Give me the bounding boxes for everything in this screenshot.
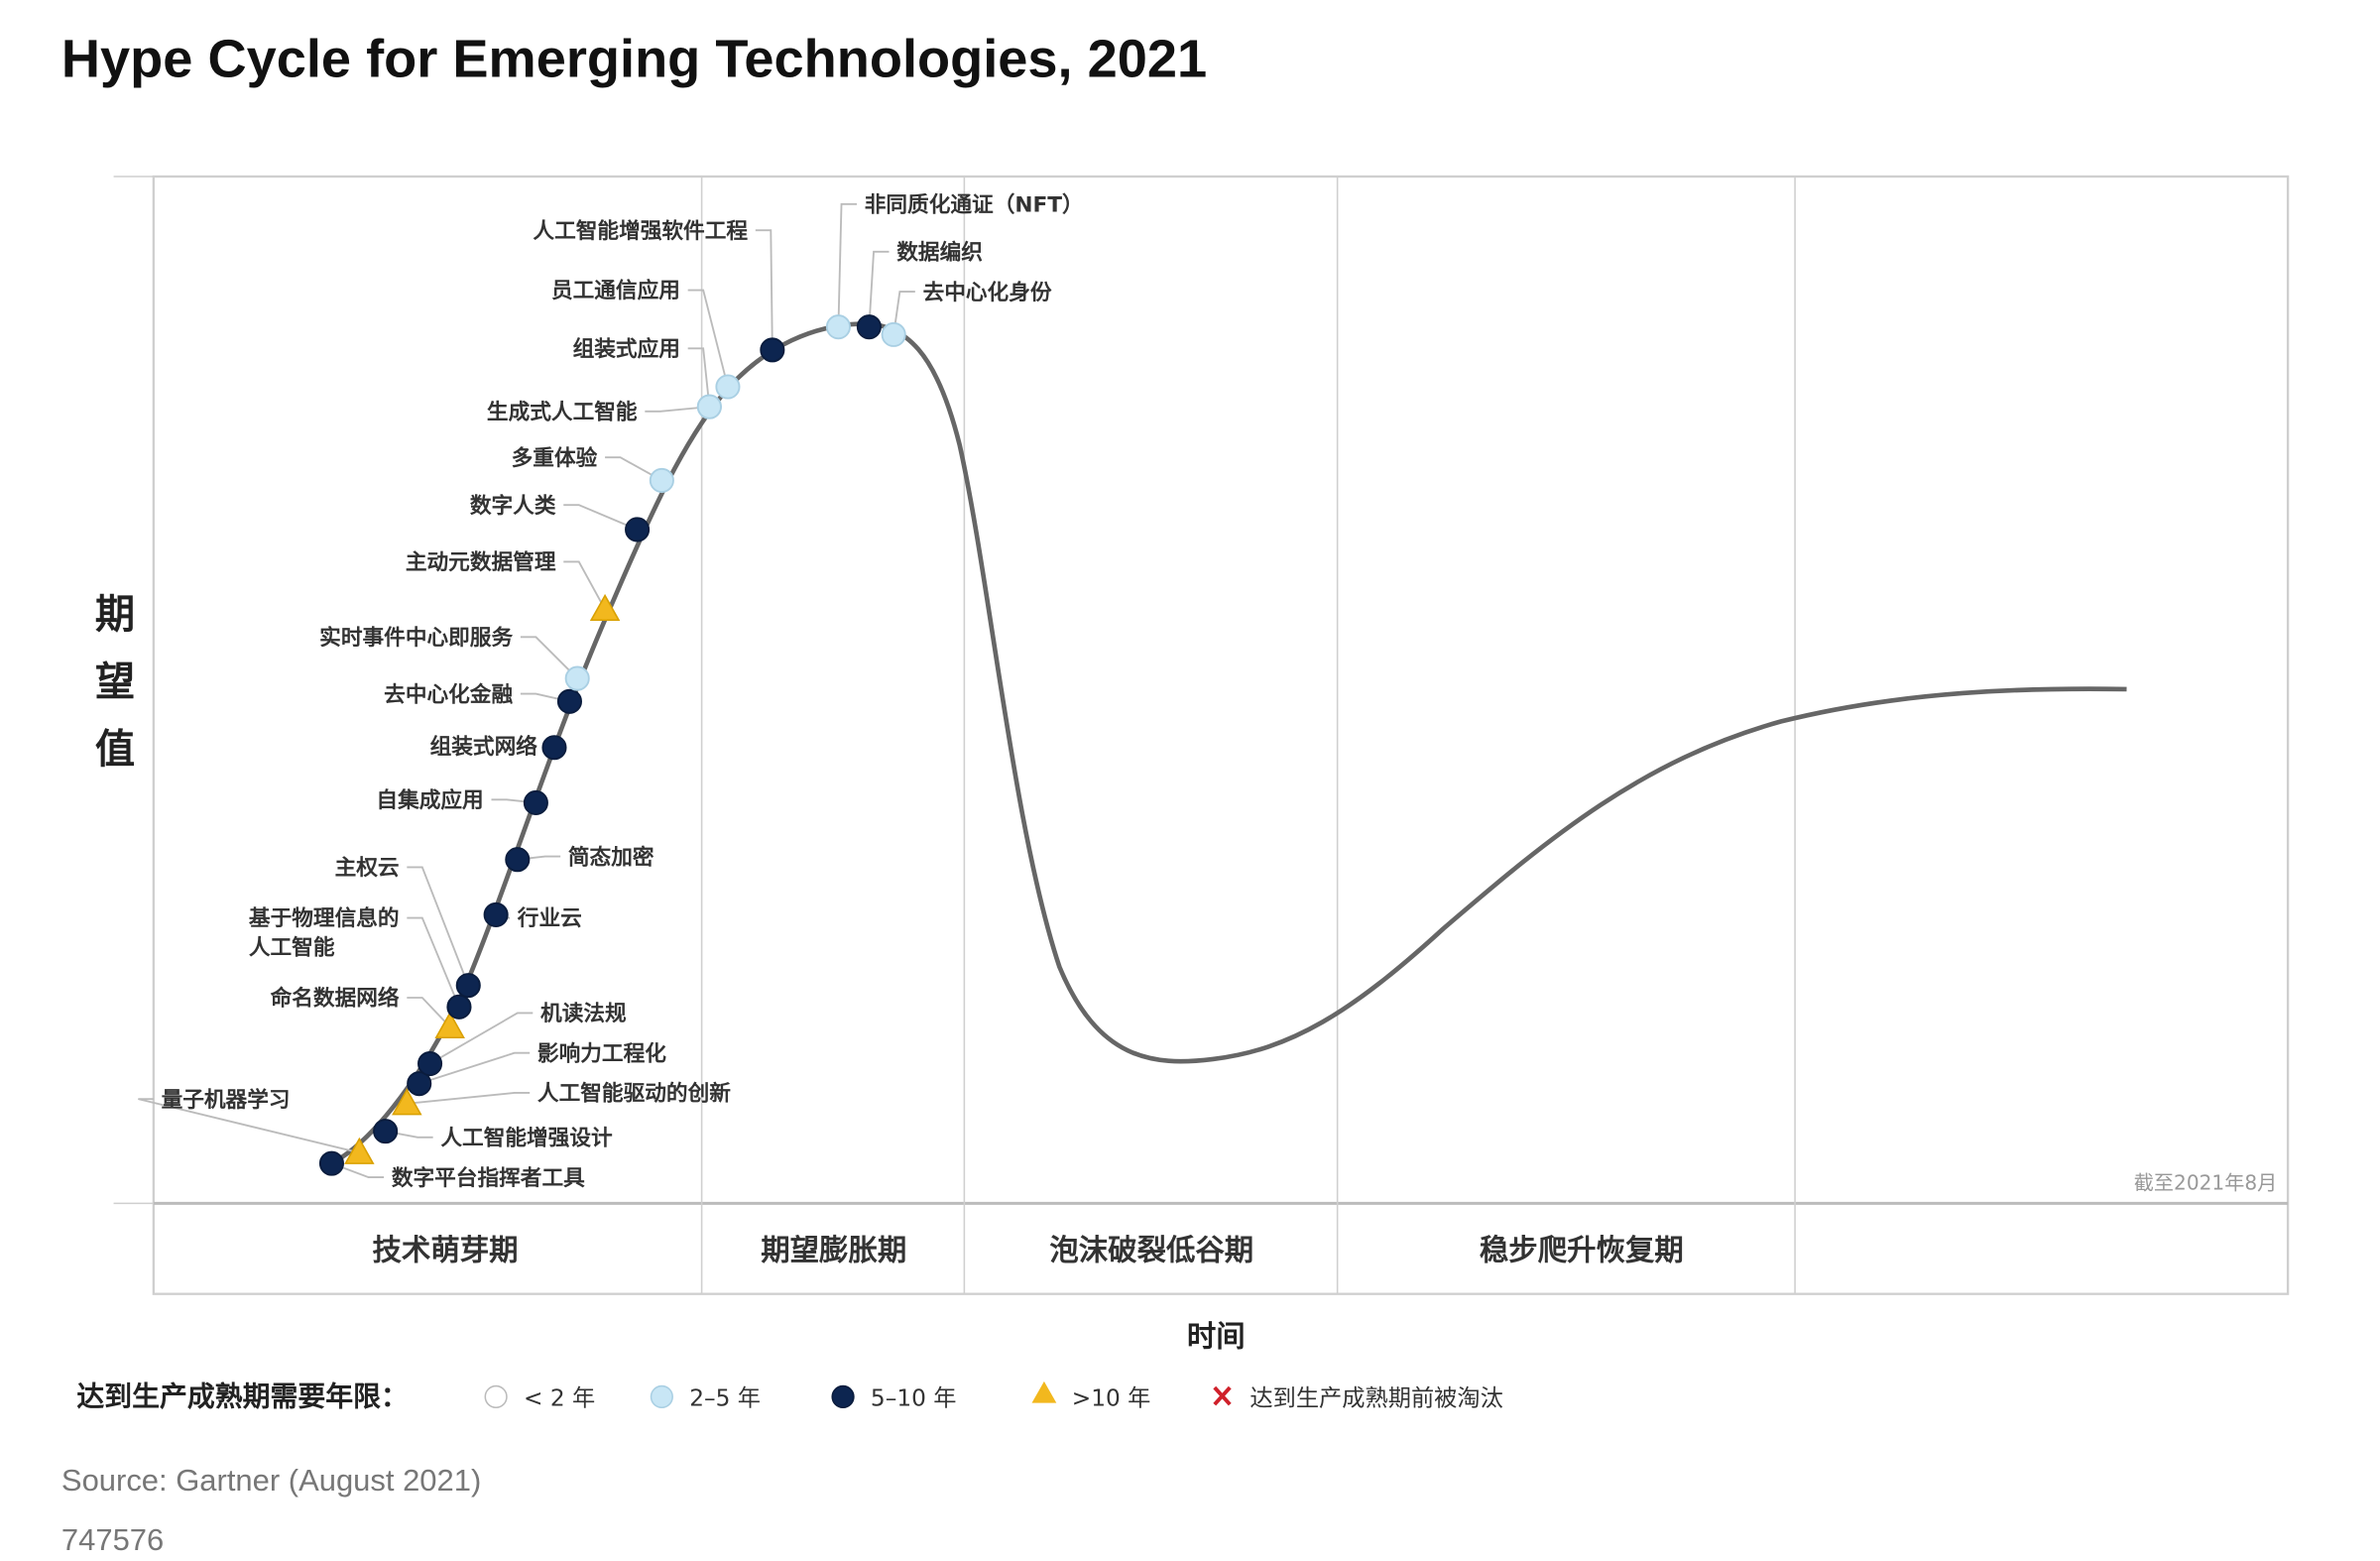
phase-label-trough: 泡沫破裂低谷期	[1049, 1234, 1253, 1267]
legend-x-icon	[1213, 1385, 1232, 1406]
data-point-circle	[760, 337, 785, 363]
point-label: 机读法规	[540, 1002, 627, 1026]
legend-item-label: 5–10 年	[871, 1385, 957, 1412]
legend-triangle-icon	[1031, 1381, 1057, 1403]
point-label: 自集成应用	[376, 787, 483, 813]
figure-id: 747576	[61, 1522, 164, 1557]
point-label: 去中心化金融	[384, 681, 513, 707]
data-point-circle	[881, 321, 906, 347]
leader-line	[687, 347, 711, 408]
data-point-triangle	[589, 593, 621, 622]
leader-line	[645, 406, 710, 413]
plot-frame	[113, 175, 2290, 1295]
leader-line	[892, 291, 915, 335]
legend-circle-icon	[650, 1384, 673, 1409]
leader-line	[687, 289, 729, 388]
leader-line	[407, 997, 451, 1028]
data-point-circle	[556, 688, 582, 714]
leader-line	[138, 1098, 360, 1154]
point-label: 主动元数据管理	[406, 549, 556, 575]
hype-curve	[330, 321, 2127, 1166]
point-label: 人工智能增强软件工程	[533, 218, 748, 244]
data-point-circle	[373, 1119, 399, 1144]
legend-item-label: 达到生产成熟期前被淘汰	[1250, 1385, 1502, 1412]
data-point-triangle	[392, 1088, 422, 1116]
leader-line	[520, 636, 578, 679]
point-label: 数字平台指挥者工具	[392, 1165, 585, 1191]
source-note: Source: Gartner (August 2021)	[61, 1463, 481, 1498]
point-label: 数字人类	[470, 493, 556, 519]
data-point-circle	[625, 517, 651, 542]
point-label: 简态加密	[568, 844, 654, 870]
data-points	[318, 314, 906, 1176]
point-label: 员工通信应用	[551, 278, 680, 303]
data-point-circle	[523, 789, 548, 815]
point-label: 数据编织	[896, 240, 983, 266]
phase-label-peak: 期望膨胀期	[761, 1234, 906, 1267]
leader-line	[755, 229, 774, 350]
data-point-circle	[825, 314, 851, 340]
data-point-circle	[541, 735, 567, 761]
leader-line	[605, 456, 662, 482]
data-point-circle	[715, 374, 741, 400]
leader-line	[563, 560, 606, 610]
legend-title: 达到生产成熟期需要年限：	[76, 1381, 408, 1413]
point-label: 影响力工程化	[537, 1040, 666, 1066]
data-point-circle	[446, 994, 472, 1020]
point-label: 实时事件中心即服务	[319, 625, 513, 651]
point-label: 命名数据网络	[271, 986, 400, 1012]
legend-circle-icon	[831, 1384, 855, 1409]
leader-line	[837, 202, 857, 327]
point-label: 人工智能驱动的创新	[537, 1081, 731, 1107]
as-of-date: 截至2021年8月	[2134, 1170, 2277, 1194]
point-label-line2: 人工智能	[249, 935, 335, 961]
leader-line	[429, 1012, 534, 1065]
data-point-circle	[856, 314, 882, 340]
point-label: 生成式人工智能	[487, 400, 638, 425]
point-label: 人工智能增强设计	[440, 1126, 613, 1151]
point-label: 基于物理信息的	[249, 905, 400, 931]
data-point-circle	[564, 665, 590, 691]
point-label: 去中心化身份	[923, 280, 1052, 305]
data-point-circle	[649, 467, 674, 493]
point-label: 量子机器学习	[162, 1087, 291, 1113]
leader-line	[563, 504, 638, 531]
leader-line	[868, 250, 890, 327]
data-point-circle	[407, 1071, 432, 1097]
phase-label-slope: 稳步爬升恢复期	[1480, 1234, 1684, 1267]
data-point-circle	[455, 973, 481, 999]
legend-item-label: 2–5 年	[689, 1385, 761, 1412]
point-label: 组装式应用	[573, 336, 680, 362]
point-label: 组装式网络	[430, 734, 538, 760]
data-point-triangle	[434, 1011, 465, 1039]
leader-line	[331, 1162, 385, 1179]
leader-line	[407, 1092, 531, 1105]
point-label: 非同质化通证（NFT）	[865, 192, 1084, 218]
leader-lines	[138, 202, 915, 1179]
chart-title: Hype Cycle for Emerging Technologies, 20…	[61, 29, 1207, 88]
leader-line	[418, 1051, 531, 1085]
data-point-circle	[318, 1150, 344, 1176]
data-point-circle	[505, 847, 531, 873]
data-point-triangle	[344, 1137, 375, 1164]
data-point-circle	[417, 1051, 443, 1077]
legend-item-label: < 2 年	[524, 1385, 595, 1412]
data-point-circle	[483, 901, 509, 927]
point-label: 多重体验	[512, 445, 598, 471]
y-axis-label: 期望值	[87, 592, 134, 794]
legend: 达到生产成熟期需要年限： < 2 年 2–5 年 5–10 年 >10 年 达到生产成熟…	[76, 1381, 1502, 1413]
leader-line	[407, 866, 470, 986]
phase-labels: 技术萌芽期 期望膨胀期 泡沫破裂低谷期 稳步爬升恢复期	[372, 1234, 1683, 1267]
leader-line	[407, 916, 460, 1008]
x-axis-label: 时间	[1187, 1319, 1246, 1353]
data-point-circle	[696, 394, 722, 420]
point-label: 行业云	[517, 905, 582, 931]
legend-item-label: >10 年	[1072, 1385, 1151, 1412]
point-label: 主权云	[335, 855, 400, 881]
legend-circle-icon	[484, 1384, 508, 1409]
phase-label-innovation-trigger: 技术萌芽期	[372, 1234, 518, 1267]
